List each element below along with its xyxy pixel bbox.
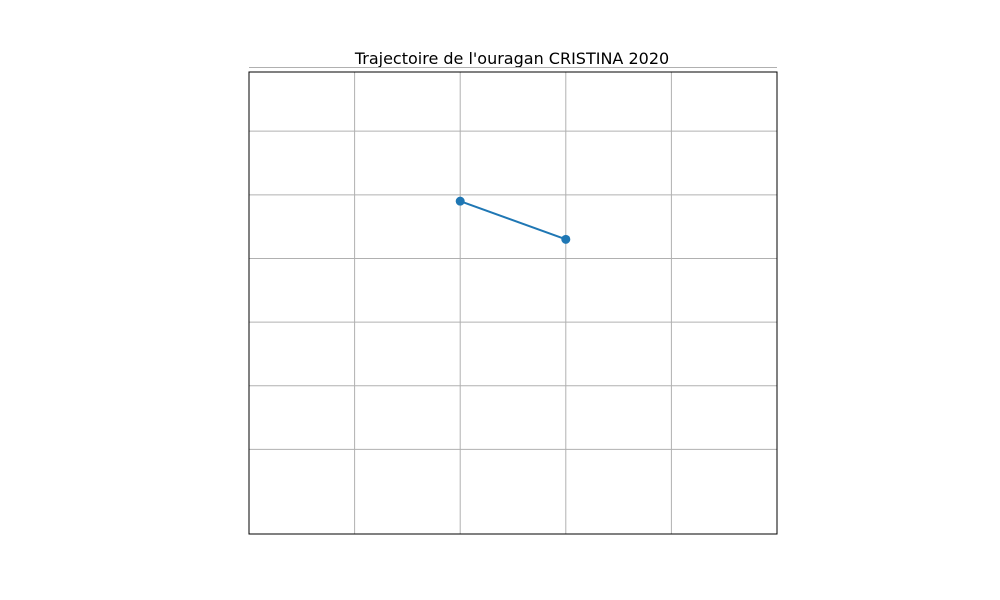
series-group [455,196,571,244]
chart-title: Trajectoire de l'ouragan CRISTINA 2020 [354,49,669,68]
plot-area [248,67,778,535]
plot-frame [248,71,778,535]
track-line-0 [459,200,567,241]
plot-background [249,72,777,534]
track-point-0 [455,196,465,206]
grid [249,67,777,534]
track-point-1 [561,234,571,244]
